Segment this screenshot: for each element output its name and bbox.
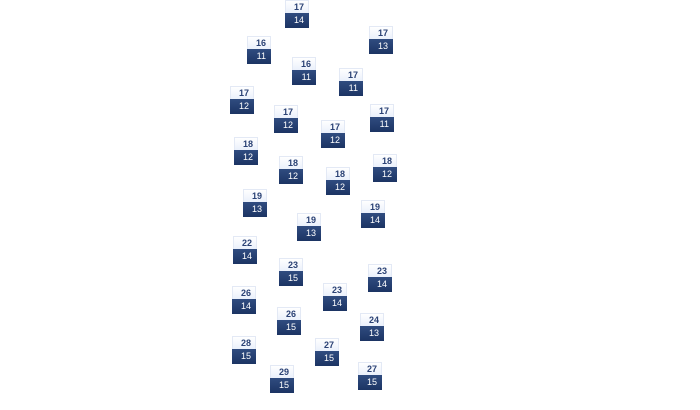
low-value: 12 <box>234 150 258 165</box>
value-tile: 22 14 <box>233 236 257 264</box>
value-tile: 17 11 <box>370 104 394 132</box>
low-value: 14 <box>233 249 257 264</box>
value-tile: 19 14 <box>361 200 385 228</box>
low-value: 12 <box>274 118 298 133</box>
value-tile: 27 15 <box>315 338 339 366</box>
value-tile: 19 13 <box>243 189 267 217</box>
high-value: 16 <box>247 36 271 49</box>
low-value: 13 <box>243 202 267 217</box>
high-value: 17 <box>285 0 309 13</box>
high-value: 23 <box>368 264 392 277</box>
low-value: 11 <box>247 49 271 64</box>
value-tile: 18 12 <box>234 137 258 165</box>
high-value: 27 <box>315 338 339 351</box>
high-value: 18 <box>234 137 258 150</box>
low-value: 11 <box>370 117 394 132</box>
high-value: 17 <box>370 104 394 117</box>
value-tile: 17 12 <box>274 105 298 133</box>
value-tile: 23 14 <box>368 264 392 292</box>
high-value: 23 <box>279 258 303 271</box>
low-value: 11 <box>339 81 363 96</box>
high-value: 29 <box>270 365 294 378</box>
value-tile: 16 11 <box>292 57 316 85</box>
value-tile: 27 15 <box>358 362 382 390</box>
high-value: 28 <box>232 336 256 349</box>
high-value: 17 <box>230 86 254 99</box>
low-value: 14 <box>361 213 385 228</box>
low-value: 13 <box>369 39 393 54</box>
value-tile: 29 15 <box>270 365 294 393</box>
low-value: 11 <box>292 70 316 85</box>
low-value: 15 <box>277 320 301 335</box>
high-value: 17 <box>339 68 363 81</box>
value-tile: 23 15 <box>279 258 303 286</box>
low-value: 15 <box>270 378 294 393</box>
value-tile: 18 12 <box>326 167 350 195</box>
value-tile: 26 15 <box>277 307 301 335</box>
high-value: 22 <box>233 236 257 249</box>
low-value: 14 <box>232 299 256 314</box>
value-tile: 18 12 <box>279 156 303 184</box>
high-value: 19 <box>361 200 385 213</box>
value-tile: 17 11 <box>339 68 363 96</box>
value-tile: 17 13 <box>369 26 393 54</box>
high-value: 23 <box>323 283 347 296</box>
low-value: 13 <box>297 226 321 241</box>
low-value: 12 <box>321 133 345 148</box>
value-tile: 24 13 <box>360 313 384 341</box>
high-value: 27 <box>358 362 382 375</box>
value-tile: 17 12 <box>230 86 254 114</box>
low-value: 15 <box>279 271 303 286</box>
value-tile: 23 14 <box>323 283 347 311</box>
high-value: 18 <box>279 156 303 169</box>
high-value: 18 <box>373 154 397 167</box>
high-value: 17 <box>369 26 393 39</box>
high-value: 16 <box>292 57 316 70</box>
high-value: 19 <box>297 213 321 226</box>
low-value: 14 <box>285 13 309 28</box>
low-value: 15 <box>315 351 339 366</box>
high-value: 24 <box>360 313 384 326</box>
low-value: 15 <box>358 375 382 390</box>
low-value: 13 <box>360 326 384 341</box>
low-value: 12 <box>230 99 254 114</box>
value-tile: 17 14 <box>285 0 309 28</box>
low-value: 12 <box>279 169 303 184</box>
high-value: 26 <box>277 307 301 320</box>
high-value: 17 <box>274 105 298 118</box>
low-value: 12 <box>326 180 350 195</box>
low-value: 12 <box>373 167 397 182</box>
value-tile: 28 15 <box>232 336 256 364</box>
value-tile: 26 14 <box>232 286 256 314</box>
value-tile: 18 12 <box>373 154 397 182</box>
value-tile: 19 13 <box>297 213 321 241</box>
high-value: 26 <box>232 286 256 299</box>
value-tile: 17 12 <box>321 120 345 148</box>
low-value: 14 <box>368 277 392 292</box>
high-value: 19 <box>243 189 267 202</box>
value-tile: 16 11 <box>247 36 271 64</box>
high-value: 18 <box>326 167 350 180</box>
high-value: 17 <box>321 120 345 133</box>
low-value: 15 <box>232 349 256 364</box>
low-value: 14 <box>323 296 347 311</box>
